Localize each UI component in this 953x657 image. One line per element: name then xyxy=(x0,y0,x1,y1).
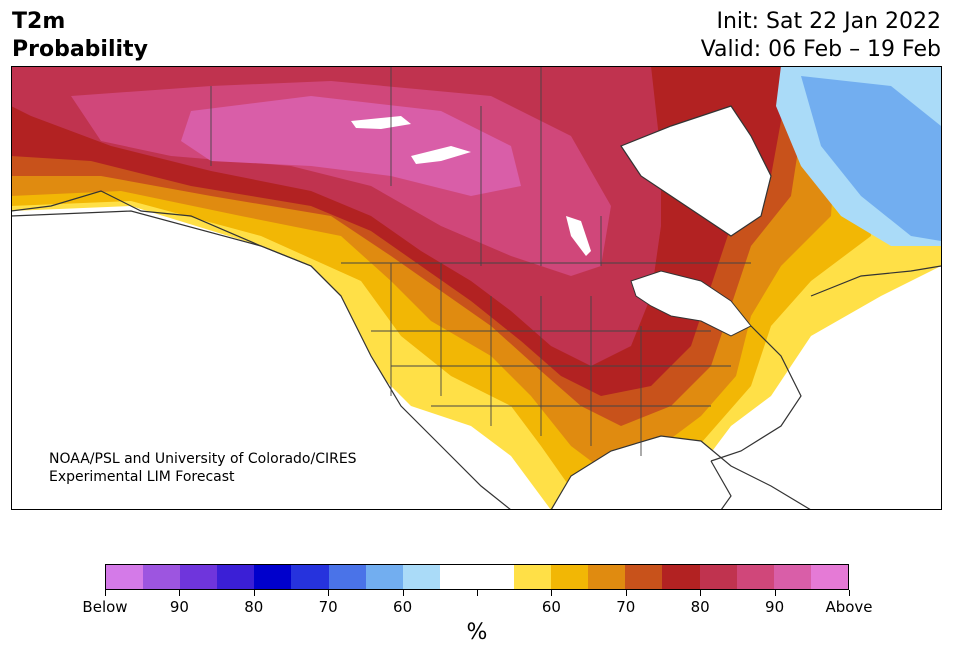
colorbar-tick xyxy=(105,590,106,596)
title-line-2: Probability xyxy=(12,37,148,62)
colorbar-tick xyxy=(625,590,627,596)
colorbar-tick-label: 80 xyxy=(690,598,710,616)
valid-date: Valid: 06 Feb – 19 Feb xyxy=(700,37,941,62)
colorbar-tick xyxy=(774,590,776,596)
colorbar-swatch xyxy=(143,565,181,589)
colorbar-swatch xyxy=(625,565,663,589)
colorbar-tick-label: 80 xyxy=(244,598,264,616)
gulf-of-mexico xyxy=(550,435,813,510)
credit-text: NOAA/PSL and University of Colorado/CIRE… xyxy=(49,450,357,486)
colorbar-swatch xyxy=(106,565,144,589)
colorbar-swatch xyxy=(328,565,366,589)
colorbar-unit: % xyxy=(466,620,488,645)
lake-winnipeg xyxy=(566,216,591,256)
colorbar-tick-label: 60 xyxy=(541,598,561,616)
colorbar-tick xyxy=(849,590,850,596)
great-lakes xyxy=(630,270,752,337)
colorbar-swatch xyxy=(514,565,552,589)
map-title: T2m Probability xyxy=(12,8,148,64)
colorbar-tick-label: 70 xyxy=(318,598,338,616)
colorbar-swatch xyxy=(736,565,774,589)
probability-map xyxy=(11,66,942,510)
colorbar-tick xyxy=(551,590,553,596)
colorbar-swatch xyxy=(662,565,700,589)
colorbar-tick xyxy=(179,590,181,596)
coastlines xyxy=(11,190,942,510)
colorbar-swatch xyxy=(217,565,255,589)
colorbar-tick xyxy=(700,590,702,596)
title-line-1: T2m xyxy=(12,9,66,34)
band-below-70 xyxy=(801,76,941,241)
colorbar-swatch xyxy=(810,565,848,589)
colorbar-swatch xyxy=(254,565,292,589)
forecast-dates: Init: Sat 22 Jan 2022 Valid: 06 Feb – 19… xyxy=(701,8,941,64)
great-slave-lake xyxy=(411,146,471,164)
great-bear-lake xyxy=(351,116,411,129)
colorbar-swatch xyxy=(773,565,811,589)
credit-line-2: Experimental LIM Forecast xyxy=(49,469,235,485)
hudson-bay xyxy=(620,105,772,237)
colorbar-swatch xyxy=(699,565,737,589)
pacific-coast xyxy=(11,210,512,510)
colorbar-swatch xyxy=(439,565,477,589)
colorbar-tick-label: 70 xyxy=(616,598,636,616)
credit-line-1: NOAA/PSL and University of Colorado/CIRE… xyxy=(49,451,357,467)
colorbar-tick xyxy=(402,590,404,596)
colorbar-tick xyxy=(328,590,330,596)
colorbar xyxy=(105,564,849,590)
colorbar-tick xyxy=(477,590,478,596)
colorbar-swatch xyxy=(551,565,589,589)
colorbar-swatch xyxy=(291,565,329,589)
colorbar-swatch xyxy=(402,565,440,589)
colorbar-swatch xyxy=(588,565,626,589)
init-date: Init: Sat 22 Jan 2022 xyxy=(716,9,941,34)
colorbar-tick-label: Below xyxy=(82,598,128,616)
colorbar-tick-label: Above xyxy=(825,598,873,616)
colorbar-tick-label: 90 xyxy=(169,598,189,616)
colorbar-swatch xyxy=(476,565,515,589)
colorbar-tick-label: 90 xyxy=(765,598,785,616)
colorbar-tick xyxy=(253,590,255,596)
colorbar-swatch xyxy=(365,565,403,589)
band-above-95 xyxy=(181,96,521,196)
colorbar-swatch xyxy=(180,565,218,589)
political-borders xyxy=(210,66,751,456)
colorbar-tick-label: 60 xyxy=(393,598,413,616)
